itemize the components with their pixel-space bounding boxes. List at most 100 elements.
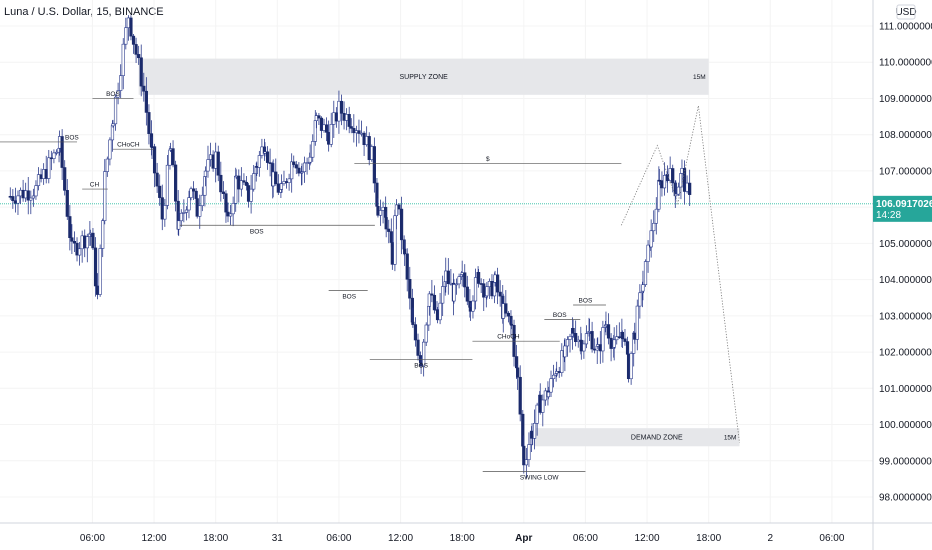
bear-candle[interactable]	[150, 146, 154, 148]
bear-candle[interactable]	[237, 175, 241, 190]
bull-candle[interactable]	[200, 194, 204, 207]
bull-candle[interactable]	[565, 339, 570, 347]
bull-candle[interactable]	[596, 344, 600, 347]
bull-candle[interactable]	[501, 303, 505, 319]
bull-candle[interactable]	[329, 124, 333, 145]
bear-candle[interactable]	[620, 331, 624, 340]
bull-candle[interactable]	[354, 130, 358, 134]
bear-candle[interactable]	[255, 166, 259, 168]
bear-candle[interactable]	[325, 124, 329, 133]
bear-candle[interactable]	[623, 338, 627, 342]
bull-candle[interactable]	[543, 390, 547, 401]
bear-candle[interactable]	[142, 85, 146, 92]
bear-candle[interactable]	[26, 190, 30, 201]
bull-candle[interactable]	[300, 171, 304, 174]
bear-candle[interactable]	[413, 324, 418, 341]
bull-candle[interactable]	[279, 183, 284, 190]
bull-candle[interactable]	[560, 350, 564, 373]
bear-candle[interactable]	[482, 283, 486, 298]
bull-candle[interactable]	[308, 156, 312, 163]
bull-candle[interactable]	[332, 112, 336, 125]
bear-candle[interactable]	[39, 174, 43, 179]
bear-candle[interactable]	[137, 54, 141, 59]
bear-candle[interactable]	[516, 367, 520, 378]
bear-candle[interactable]	[195, 198, 199, 217]
bull-candle[interactable]	[584, 333, 589, 345]
bear-candle[interactable]	[352, 128, 356, 134]
bear-candle[interactable]	[671, 168, 675, 184]
bull-candle[interactable]	[177, 220, 181, 230]
bear-candle[interactable]	[349, 126, 353, 129]
bull-candle[interactable]	[24, 190, 28, 199]
bull-candle[interactable]	[234, 175, 238, 204]
bear-candle[interactable]	[390, 242, 394, 265]
bull-candle[interactable]	[182, 212, 186, 214]
bull-candle[interactable]	[345, 114, 349, 121]
bull-candle[interactable]	[549, 378, 553, 393]
bull-candle[interactable]	[18, 189, 23, 197]
bear-candle[interactable]	[131, 35, 136, 45]
bull-candle[interactable]	[29, 197, 33, 201]
bull-candle[interactable]	[290, 161, 294, 180]
bear-candle[interactable]	[221, 191, 225, 194]
bull-candle[interactable]	[179, 212, 183, 222]
bull-candle[interactable]	[271, 171, 275, 187]
bull-candle[interactable]	[454, 283, 459, 286]
bull-candle[interactable]	[393, 215, 397, 265]
bull-candle[interactable]	[252, 173, 256, 190]
bull-candle[interactable]	[441, 286, 445, 304]
bear-candle[interactable]	[411, 321, 415, 325]
bull-candle[interactable]	[460, 272, 464, 275]
bull-candle[interactable]	[214, 151, 218, 169]
bull-candle[interactable]	[57, 136, 62, 149]
bear-candle[interactable]	[387, 228, 391, 232]
bear-candle[interactable]	[530, 430, 534, 439]
bull-candle[interactable]	[485, 286, 489, 297]
bull-candle[interactable]	[635, 305, 639, 340]
bear-candle[interactable]	[13, 200, 18, 204]
bull-candle[interactable]	[674, 193, 678, 197]
bull-candle[interactable]	[163, 205, 167, 220]
bull-candle[interactable]	[168, 148, 173, 151]
bull-candle[interactable]	[98, 248, 102, 295]
bear-candle[interactable]	[93, 247, 98, 287]
bear-candle[interactable]	[129, 17, 133, 37]
bear-candle[interactable]	[134, 44, 138, 55]
bull-candle[interactable]	[54, 151, 59, 154]
bear-candle[interactable]	[226, 211, 230, 217]
bull-candle[interactable]	[302, 162, 307, 173]
bear-candle[interactable]	[83, 235, 87, 249]
bull-candle[interactable]	[80, 235, 84, 250]
bull-candle[interactable]	[370, 146, 374, 160]
bull-candle[interactable]	[16, 195, 20, 204]
bear-candle[interactable]	[405, 253, 409, 280]
bear-candle[interactable]	[399, 208, 404, 241]
bull-candle[interactable]	[287, 178, 291, 183]
bull-candle[interactable]	[662, 175, 667, 189]
bull-candle[interactable]	[234, 175, 238, 178]
bull-candle[interactable]	[165, 164, 170, 206]
bear-candle[interactable]	[479, 283, 483, 285]
bull-candle[interactable]	[551, 374, 556, 379]
bear-candle[interactable]	[63, 167, 67, 191]
bull-candle[interactable]	[359, 132, 364, 135]
bear-candle[interactable]	[95, 285, 100, 295]
bear-candle[interactable]	[242, 180, 246, 183]
bull-candle[interactable]	[119, 75, 123, 91]
bear-candle[interactable]	[609, 337, 613, 349]
bear-candle[interactable]	[91, 232, 95, 249]
bull-candle[interactable]	[394, 204, 399, 217]
bear-candle[interactable]	[593, 348, 597, 351]
bear-candle[interactable]	[297, 167, 301, 174]
bear-candle[interactable]	[384, 217, 388, 230]
bull-candle[interactable]	[42, 169, 46, 179]
bull-candle[interactable]	[184, 209, 189, 213]
current-price-badge[interactable]	[873, 195, 932, 222]
bull-candle[interactable]	[263, 151, 267, 154]
bear-candle[interactable]	[319, 117, 324, 131]
bear-candle[interactable]	[21, 189, 25, 199]
bull-candle[interactable]	[249, 188, 253, 202]
bull-candle[interactable]	[85, 236, 89, 249]
bull-candle[interactable]	[88, 232, 92, 235]
